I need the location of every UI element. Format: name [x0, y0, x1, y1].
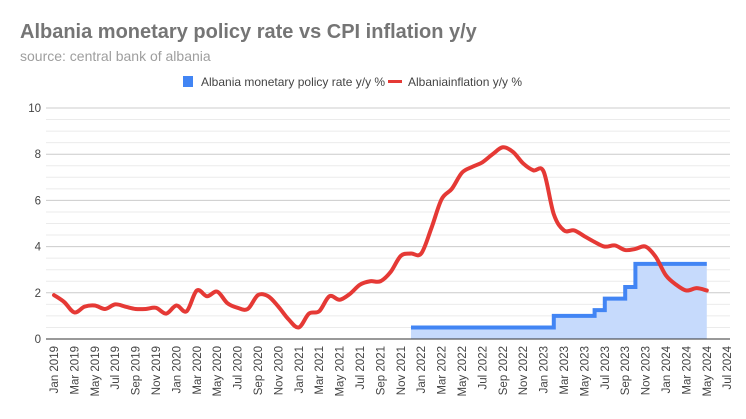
x-tick-label: Nov 2019 [151, 346, 163, 395]
x-tick-label: Mar 2019 [69, 346, 81, 395]
x-tick-label: Nov 2022 [518, 346, 530, 395]
x-tick-label: Mar 2022 [437, 346, 449, 395]
y-axis: 0 2 4 6 8 10 [28, 103, 41, 346]
y-tick-label: 4 [35, 242, 42, 254]
x-tick-label: Mar 2024 [681, 345, 693, 394]
x-tick-label: Sep 2023 [620, 346, 632, 395]
x-tick-label: Sep 2021 [375, 346, 387, 395]
legend-label-policy-rate: Albania monetary policy rate y/y % [201, 75, 385, 89]
x-tick-label: Jan 2022 [416, 346, 428, 393]
x-tick-label: Jan 2019 [49, 346, 61, 393]
x-tick-label: Jan 2021 [294, 346, 306, 393]
x-tick-label: Mar 2021 [314, 346, 326, 395]
x-tick-label: Jul 2023 [600, 346, 612, 389]
x-tick-label: Sep 2022 [498, 346, 510, 395]
x-tick-label: May 2023 [579, 346, 591, 397]
x-tick-label: Jan 2020 [171, 346, 183, 393]
x-tick-label: May 2024 [702, 345, 714, 396]
x-tick-label: Sep 2019 [131, 346, 143, 395]
legend-swatch-inflation [388, 80, 402, 83]
inflation-line [52, 145, 709, 330]
gridlines [46, 107, 730, 328]
legend-label-inflation: Albaniainflation y/y % [408, 75, 522, 89]
x-tick-label: May 2022 [457, 346, 469, 397]
plot-area [52, 145, 709, 339]
x-tick-label: Jan 2023 [539, 346, 551, 393]
policy-rate-area [411, 263, 707, 339]
x-tick-label: May 2020 [212, 346, 224, 397]
x-tick-label: Jul 2024 [722, 345, 734, 389]
x-tick-label: Jul 2021 [355, 346, 367, 389]
chart-subtitle: source: central bank of albania [20, 48, 211, 64]
x-axis: Jan 2019 Mar 2019 May 2019 Jul 2019 Sep 2019… [46, 338, 734, 397]
y-tick-label: 6 [35, 195, 41, 207]
x-tick-label: Jan 2024 [661, 345, 673, 393]
x-tick-label: Jul 2022 [477, 346, 489, 389]
chart-title: Albania monetary policy rate vs CPI infl… [20, 21, 478, 43]
y-tick-label: 0 [35, 334, 41, 346]
x-tick-label: Jul 2019 [110, 346, 122, 389]
legend-swatch-policy-rate [183, 76, 193, 87]
policy-rate-line [411, 261, 707, 330]
legend: Albania monetary policy rate y/y % Alban… [183, 75, 522, 89]
y-tick-label: 2 [35, 288, 41, 300]
x-tick-label: May 2021 [335, 346, 347, 397]
y-tick-label: 8 [35, 149, 41, 161]
y-tick-label: 10 [28, 103, 41, 115]
x-tick-label: Nov 2023 [641, 346, 653, 395]
x-tick-label: May 2019 [90, 346, 102, 397]
x-tick-label: Jul 2020 [233, 346, 245, 389]
x-tick-label: Nov 2020 [273, 346, 285, 395]
x-tick-label: Mar 2020 [192, 346, 204, 395]
x-tick-label: Sep 2020 [253, 346, 265, 395]
x-tick-label: Nov 2021 [396, 346, 408, 395]
x-tick-label: Mar 2023 [559, 346, 571, 395]
